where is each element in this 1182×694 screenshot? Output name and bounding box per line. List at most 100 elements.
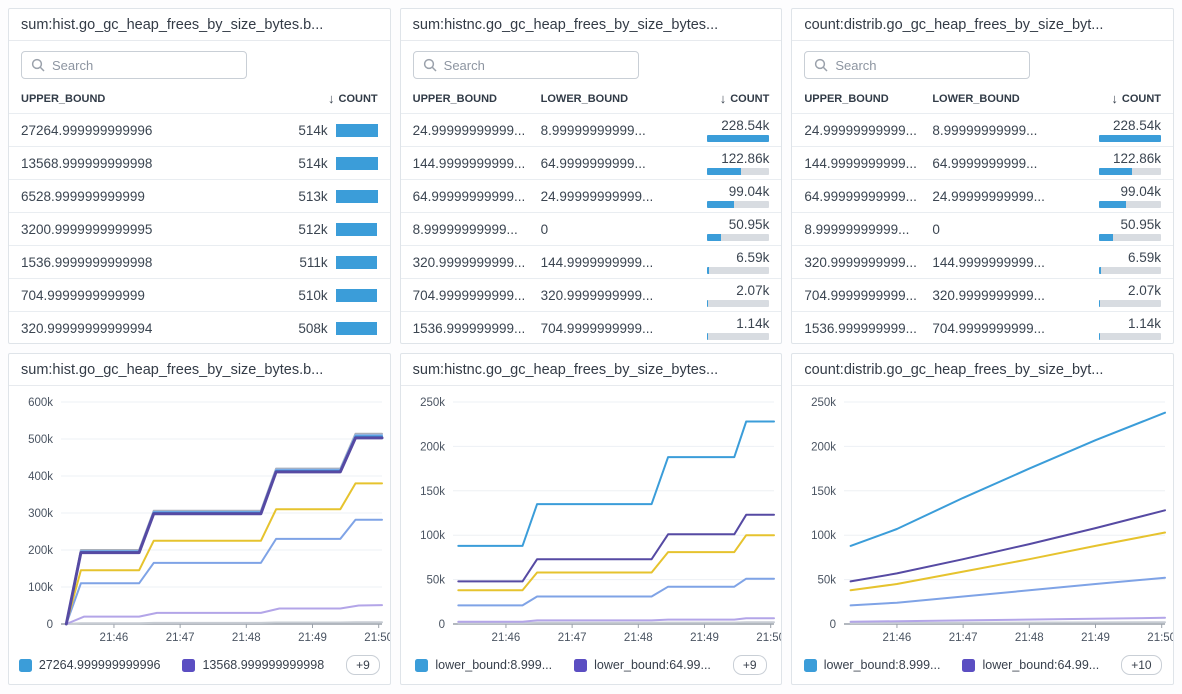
legend-item[interactable]: lower_bound:64.99... [574,658,711,672]
count-value: 99.04k [728,184,770,199]
table-row[interactable]: 1536.999999999... 704.9999999999... 1.14k [792,311,1173,343]
column-header-upper-bound[interactable]: UPPER_BOUND [21,92,106,105]
count-bar-fill [335,123,378,137]
table-row[interactable]: 1536.999999999... 704.9999999999... 1.14k [400,311,782,343]
table-row[interactable]: 1536.9999999999998 511k [9,245,390,278]
count-cell: 514k [298,156,378,171]
series-line [849,411,1167,547]
count-bar-fill [707,234,721,241]
table-row[interactable]: 13568.999999999998 514k [9,146,390,179]
chart-panel-2: sum:histnc.go_gc_heap_frees_by_size_byte… [399,353,783,685]
search-icon [31,58,45,72]
count-bar-track [335,123,378,137]
search-input[interactable] [443,57,629,73]
series-line [456,420,775,547]
table-row[interactable]: 24.99999999999... 8.99999999999... 228.54k [792,113,1173,146]
legend-more-button[interactable]: +9 [346,655,380,675]
table-row[interactable]: 320.9999999999... 144.9999999999... 6.59k [400,245,782,278]
lower-bound-value: 320.9999999999... [932,287,1045,303]
table-row[interactable]: 144.9999999999... 64.9999999999... 122.86k [400,146,782,179]
chart-canvas: 0 50k 100k 150k 200k 250k 21:46 21:47 21:48 21:49… [811,397,1173,644]
table-row[interactable]: 24.99999999999... 8.99999999999... 228.54k [400,113,782,146]
legend-item[interactable]: 27264.999999999996 [18,658,160,672]
legend-more-button[interactable]: +10 [1121,655,1162,675]
table-row[interactable]: 144.9999999999... 64.9999999999... 122.86k [792,146,1173,179]
search-input[interactable] [835,57,1021,73]
count-bar-track [707,333,770,340]
series-line [849,576,1167,607]
table-row[interactable]: 64.99999999999... 24.99999999999... 99.04k [400,179,782,212]
series-line [849,509,1167,583]
search-box[interactable] [412,51,639,79]
column-header-count[interactable]: ↓ COUNT [1111,91,1161,106]
column-header-upper-bound[interactable]: UPPER_BOUND [804,92,889,105]
table-row[interactable]: 704.9999999999... 320.9999999999... 2.07k [792,278,1173,311]
search-box[interactable] [21,51,247,79]
count-value: 514k [298,122,328,138]
table-header: UPPER_BOUND LOWER_BOUND ↓ COUNT [401,87,782,113]
table-row[interactable]: 8.99999999999... 0 50.95k [792,212,1173,245]
count-cell: 99.04k [1095,184,1161,208]
column-header-upper-bound[interactable]: UPPER_BOUND [412,92,498,105]
count-cell: 6.59k [1095,250,1161,274]
table-row[interactable]: 3200.9999999999995 512k [9,212,390,245]
search-box[interactable] [804,51,1031,79]
series-line [65,604,383,625]
table-row[interactable]: 320.99999999999994 508k [9,311,390,343]
table-row[interactable]: 704.9999999999... 320.9999999999... 2.07k [400,278,782,311]
legend-item[interactable]: 13568.999999999998 [182,658,324,672]
series-line [456,617,775,623]
count-value: 228.54k [721,118,770,133]
count-bar-track [1098,201,1161,208]
svg-text:0: 0 [47,619,53,631]
count-bar-fill [707,168,741,175]
lower-bound-value: 704.9999999999... [540,320,654,336]
lower-bound-value: 24.99999999999... [932,188,1045,204]
table-row[interactable]: 8.99999999999... 0 50.95k [400,212,782,245]
line-chart[interactable]: 0 50k 100k 150k 200k 250k 21:46 21:47 21:48 21:49… [401,386,782,650]
table-row[interactable]: 64.99999999999... 24.99999999999... 99.04k [792,179,1173,212]
count-bar-fill [707,135,770,142]
svg-text:100k: 100k [420,530,445,542]
column-header-lower-bound[interactable]: LOWER_BOUND [932,92,1020,105]
count-bar-fill [1098,201,1126,208]
column-header-count[interactable]: ↓ COUNT [328,91,378,106]
series-line [65,621,383,625]
svg-text:600k: 600k [28,397,53,409]
count-cell: 511k [299,255,378,270]
legend-item[interactable]: lower_bound:8.999... [803,658,940,672]
panel-title: sum:hist.go_gc_heap_frees_by_size_bytes.… [9,354,390,386]
table-row[interactable]: 320.9999999999... 144.9999999999... 6.59k [792,245,1173,278]
count-bar-track [1098,234,1161,241]
count-value: 513k [298,188,328,204]
legend-more-button[interactable]: +9 [732,655,767,675]
legend-item[interactable]: lower_bound:64.99... [962,658,1099,672]
count-bar-fill [335,321,378,335]
column-header-lower-bound[interactable]: LOWER_BOUND [540,92,629,105]
table-row[interactable]: 704.9999999999999 510k [9,278,390,311]
line-chart[interactable]: 0 100k 200k 300k 400k 500k 600k 21:46 21:47 21:48… [9,386,390,650]
lower-bound-value: 0 [932,221,940,237]
count-bar-track [335,222,378,236]
count-value: 2.07k [1127,283,1161,298]
count-bar-fill [707,300,709,307]
legend-label: lower_bound:64.99... [982,658,1100,672]
svg-text:200k: 200k [420,441,445,453]
legend-swatch [803,658,817,672]
count-cell: 122.86k [703,151,770,175]
column-header-count[interactable]: ↓ COUNT [719,91,770,106]
legend-label: lower_bound:8.999... [435,658,553,672]
count-cell: 1.14k [1095,316,1161,340]
table-header: UPPER_BOUND LOWER_BOUND ↓ COUNT [792,87,1173,113]
legend-item[interactable]: lower_bound:8.999... [415,658,552,672]
svg-text:300k: 300k [28,508,53,520]
count-value: 6.59k [1127,250,1161,265]
upper-bound-value: 144.9999999999... [804,155,917,171]
series-line [849,616,1167,623]
search-input[interactable] [52,57,237,73]
svg-text:21:47: 21:47 [557,632,586,644]
line-chart[interactable]: 0 50k 100k 150k 200k 250k 21:46 21:47 21:48 21:49… [792,386,1173,650]
table-row[interactable]: 27264.999999999996 514k [9,113,390,146]
table-row[interactable]: 6528.999999999999 513k [9,179,390,212]
svg-text:21:46: 21:46 [883,632,912,644]
